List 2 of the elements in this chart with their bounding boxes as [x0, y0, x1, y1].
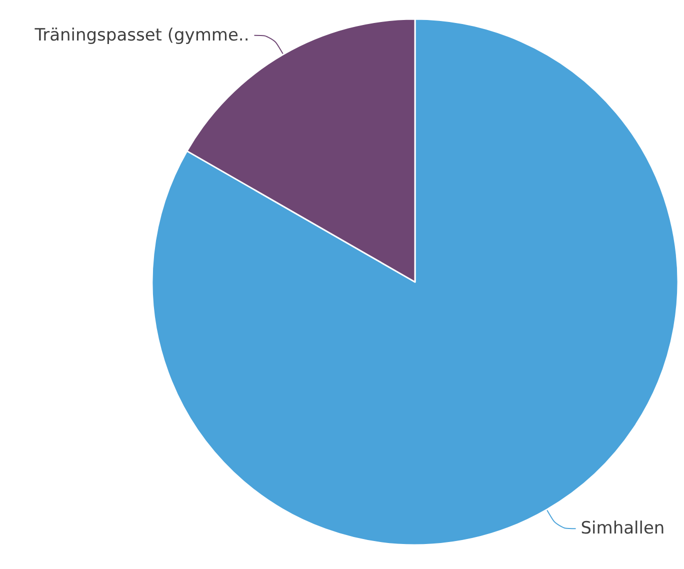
slice-label: Simhallen: [580, 518, 665, 539]
slice-label: Träningspasset (gymme..: [34, 25, 250, 46]
